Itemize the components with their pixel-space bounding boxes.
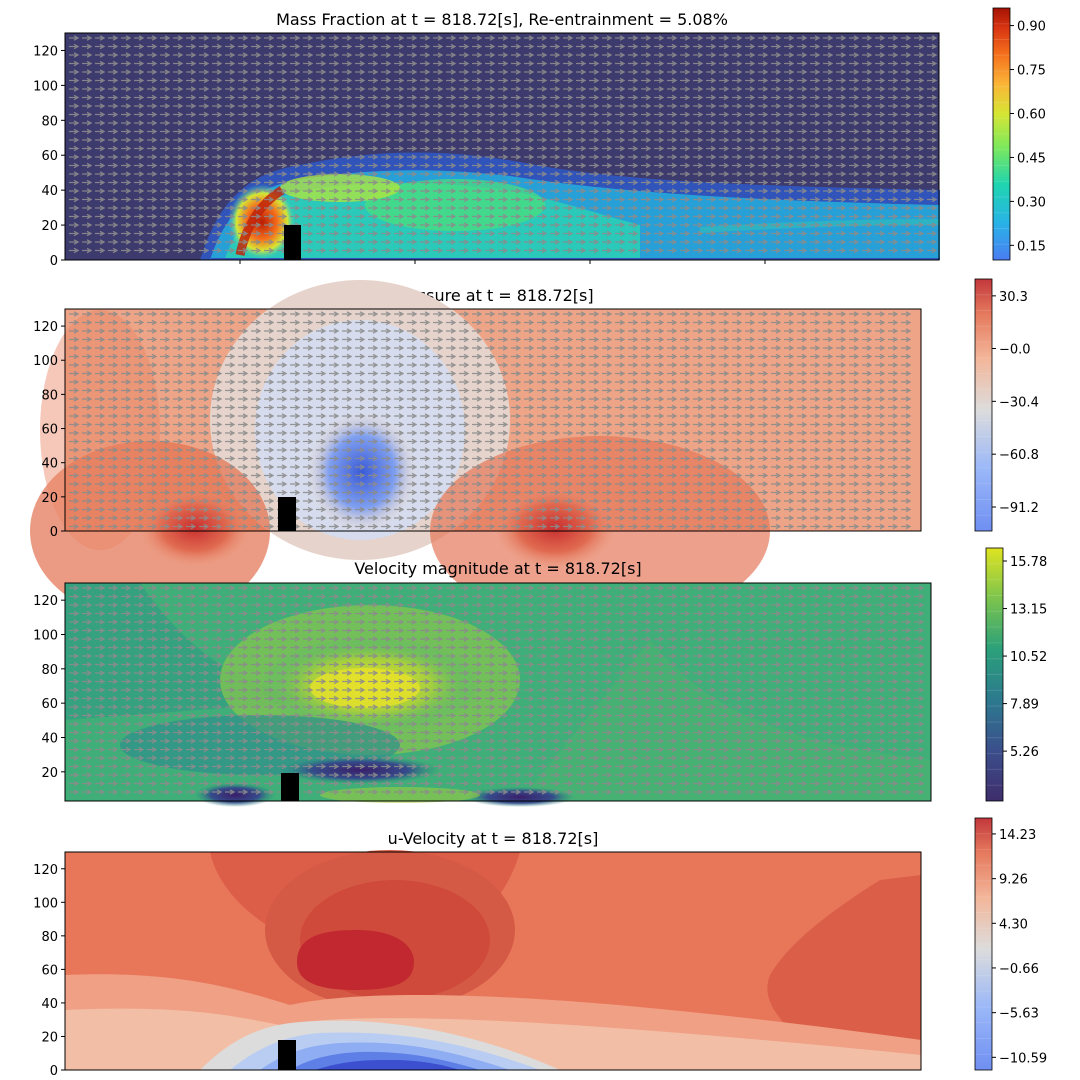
- y-tick-label: 0: [50, 525, 58, 540]
- obstacle: [284, 225, 301, 260]
- obstacle: [278, 497, 296, 531]
- y-tick-label: 80: [41, 114, 58, 129]
- colorbar-tick-label: −91.2: [999, 501, 1039, 516]
- x-ticks: [239, 260, 766, 264]
- colorbar-tick-label: 0.60: [1017, 107, 1046, 122]
- colorbar: 0.90 0.75 0.60 0.45 0.30 0.15: [992, 7, 1046, 261]
- colorbar-tick-label: 7.89: [1010, 698, 1039, 713]
- colorbar-tick-label: 30.3: [999, 290, 1028, 305]
- y-tick-label: 0: [50, 254, 58, 269]
- y-tick-label: 40: [41, 731, 58, 746]
- plot-area: [30, 280, 922, 626]
- panel-title: u-Velocity at t = 818.72[s]: [388, 829, 599, 848]
- y-tick-label: 80: [41, 663, 58, 678]
- y-tick-label: 60: [41, 149, 58, 164]
- colorbar-tick-label: −60.8: [999, 448, 1039, 463]
- colorbar-tick-label: 4.30: [999, 917, 1028, 932]
- colorbar: 30.3 −0.0 −30.4 −60.8 −91.2: [974, 278, 1039, 532]
- y-tick-label: 20: [41, 1030, 58, 1045]
- colorbar-gradient: [975, 818, 992, 1070]
- colorbar-tick-label: 9.26: [999, 873, 1028, 888]
- colorbar-gradient: [993, 8, 1010, 260]
- colorbar-tick-label: −5.63: [999, 1007, 1039, 1022]
- colorbar-tick-label: 10.52: [1010, 650, 1047, 665]
- plot-area: [64, 582, 932, 807]
- y-tick-label: 60: [41, 963, 58, 978]
- y-tick-label: 20: [41, 219, 58, 234]
- colorbar-tick-label: 0.90: [1017, 20, 1046, 35]
- plot-area: [64, 32, 941, 261]
- y-tick-label: 120: [33, 863, 58, 878]
- obstacle: [278, 1040, 296, 1070]
- y-tick-label: 80: [41, 930, 58, 945]
- y-tick-label: 120: [33, 44, 58, 59]
- obstacle: [281, 773, 299, 801]
- y-tick-label: 100: [33, 628, 58, 643]
- quiver-field: [69, 585, 925, 795]
- colorbar-tick-label: −10.59: [999, 1051, 1047, 1066]
- colorbar-tick-label: 15.78: [1010, 555, 1047, 570]
- colorbar-tick-label: −0.66: [999, 962, 1039, 977]
- y-tick-label: 60: [41, 423, 58, 438]
- colorbar-gradient: [986, 548, 1003, 801]
- panel-title: Velocity magnitude at t = 818.72[s]: [354, 559, 641, 578]
- y-tick-label: 20: [41, 766, 58, 781]
- panel-mass-fraction: Mass Fraction at t = 818.72[s], Re-entra…: [33, 7, 1046, 269]
- panel-pressure: Pressure at t = 818.72[s] 0 20 40 60 80 100 12…: [30, 278, 1039, 626]
- colorbar-tick-label: 0.45: [1017, 151, 1046, 166]
- y-tick-label: 40: [41, 997, 58, 1012]
- y-axis: 20 40 60 80 100 120: [33, 594, 65, 781]
- quiver-field: [69, 35, 938, 254]
- plot-area: [64, 850, 922, 1071]
- colorbar-tick-label: 5.26: [1010, 745, 1039, 760]
- colorbar-tick-label: −0.0: [999, 343, 1031, 358]
- colorbar-tick-label: −30.4: [999, 395, 1039, 410]
- panel-u-velocity: u-Velocity at t = 818.72[s] 0 20 40 60 80 100…: [33, 817, 1047, 1079]
- y-tick-label: 60: [41, 697, 58, 712]
- colorbar: 14.23 9.26 4.30 −0.66 −5.63 −10.59: [974, 817, 1047, 1071]
- y-tick-label: 100: [33, 79, 58, 94]
- colorbar-tick-label: 13.15: [1010, 603, 1047, 618]
- y-tick-label: 20: [41, 491, 58, 506]
- y-tick-label: 0: [50, 1064, 58, 1079]
- colorbar-gradient: [975, 279, 992, 531]
- panel-title: Pressure at t = 818.72[s]: [392, 286, 593, 305]
- quiver-field: [69, 311, 912, 530]
- y-axis: 0 20 40 60 80 100 120: [33, 863, 65, 1079]
- colorbar-tick-label: 0.15: [1017, 239, 1046, 254]
- panel-title: Mass Fraction at t = 818.72[s], Re-entra…: [276, 10, 728, 29]
- colorbar-tick-label: 0.30: [1017, 195, 1046, 210]
- y-tick-label: 40: [41, 184, 58, 199]
- colorbar-tick-label: 14.23: [999, 828, 1036, 843]
- colorbar-tick-label: 0.75: [1017, 64, 1046, 79]
- y-tick-label: 80: [41, 388, 58, 403]
- y-tick-label: 120: [33, 594, 58, 609]
- colorbar: 15.78 13.15 10.52 7.89 5.26: [985, 547, 1047, 802]
- y-axis: 0 20 40 60 80 100 120: [33, 320, 65, 540]
- y-tick-label: 40: [41, 457, 58, 472]
- y-tick-label: 100: [33, 354, 58, 369]
- y-tick-label: 100: [33, 896, 58, 911]
- y-axis: 0 20 40 60 80 100 120: [33, 44, 65, 269]
- panel-velocity-magnitude: Velocity magnitude at t = 818.72[s] 20 40…: [33, 547, 1047, 807]
- y-tick-label: 120: [33, 320, 58, 335]
